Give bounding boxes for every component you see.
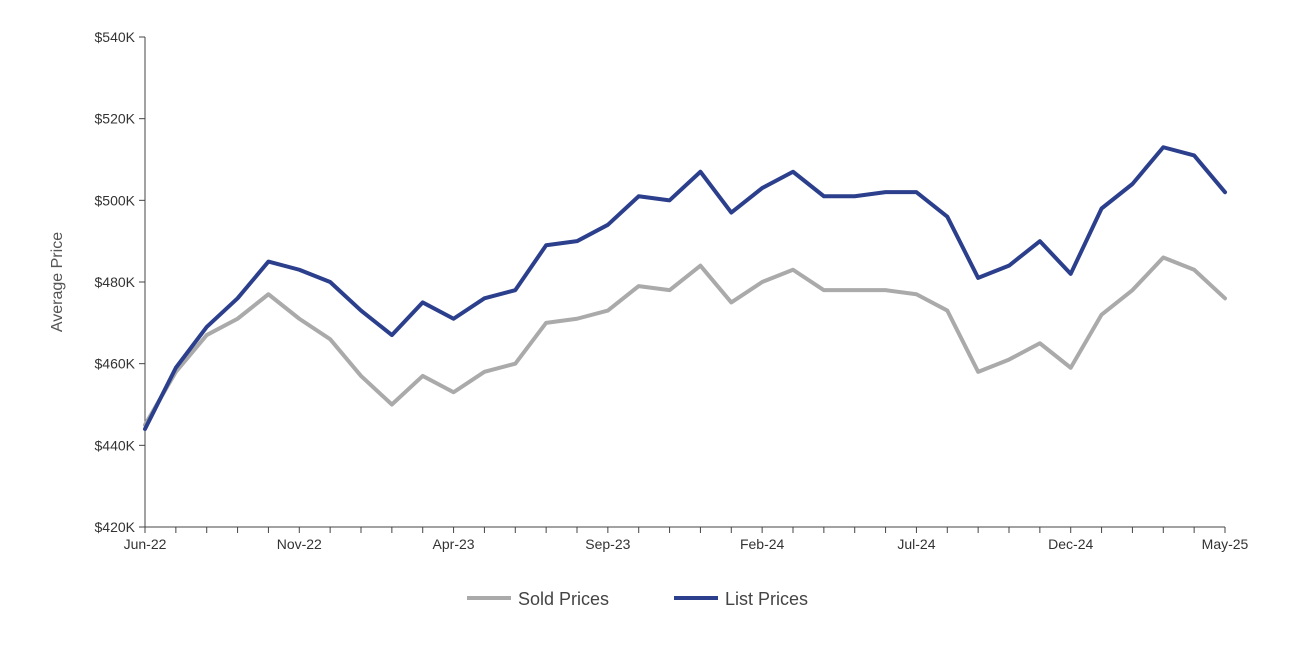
- legend-label: List Prices: [725, 589, 808, 609]
- legend-item: List Prices: [674, 589, 808, 609]
- y-tick-label: $460K: [95, 356, 136, 372]
- series-line-sold-prices: [143, 255, 1227, 427]
- y-axis-title: Average Price: [49, 232, 66, 332]
- y-tick-label: $480K: [95, 274, 136, 290]
- legend-label: Sold Prices: [518, 589, 609, 609]
- series-layer: [143, 145, 1227, 431]
- x-tick-label: Dec-24: [1048, 536, 1093, 552]
- x-tick-label: Feb-24: [740, 536, 785, 552]
- legend: Sold Prices List Prices: [467, 589, 808, 609]
- y-tick-label: $420K: [95, 519, 136, 535]
- x-tick-label: Apr-23: [433, 536, 475, 552]
- y-tick-label: $540K: [95, 29, 136, 45]
- x-tick-label: Jun-22: [124, 536, 167, 552]
- x-axis: Jun-22 Nov-22 Apr-23 Sep-23 Feb-24 Jul-24 Dec-…: [124, 526, 1249, 552]
- x-tick-label: Nov-22: [277, 536, 322, 552]
- y-tick-label: $440K: [95, 437, 136, 453]
- x-tick-label: Jul-24: [897, 536, 935, 552]
- legend-item: Sold Prices: [467, 589, 609, 609]
- x-tick-label: Sep-23: [585, 536, 630, 552]
- y-axis: $420K $440K $460K $480K $500K $520K $540K: [95, 29, 146, 535]
- y-tick-label: $520K: [95, 111, 136, 127]
- x-tick-label: May-25: [1202, 536, 1249, 552]
- series-line-list-prices: [143, 145, 1227, 431]
- y-tick-label: $500K: [95, 192, 136, 208]
